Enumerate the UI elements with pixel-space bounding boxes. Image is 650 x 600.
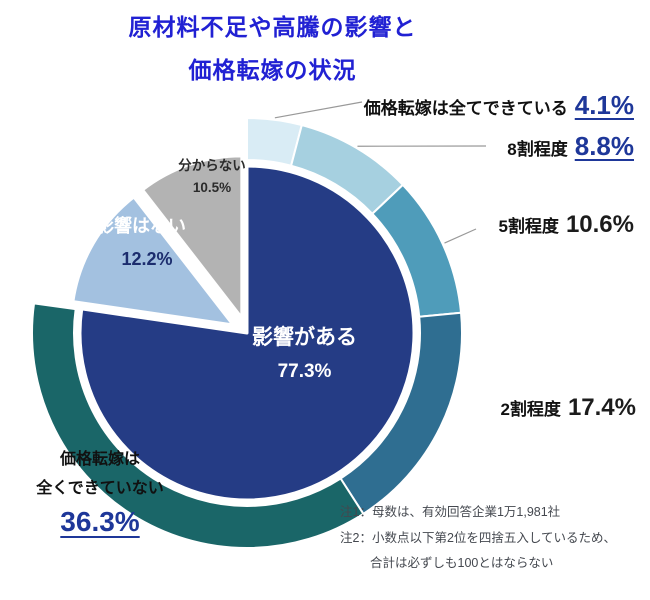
slice-unknown-text: 分からない (178, 158, 246, 173)
footnote-1: 注1：母数は、有効回答企業1万1,981社 (340, 505, 561, 519)
callout-50-pct: 10.6% (565, 211, 634, 238)
callout-no-passthrough: 価格転嫁は 全くできていない 36.3% (10, 446, 190, 538)
slice-impact-no-text: 影響はない (96, 216, 186, 236)
inner-slice-2 (141, 154, 244, 320)
callout-50-label: 5割程度 (498, 217, 559, 236)
footnotes: 注1：母数は、有効回答企業1万1,981社 注2：小数点以下第2位を四捨五入して… (340, 500, 616, 577)
callout-50-percent: 5割程度 10.6% (498, 211, 634, 239)
inner-slice-0 (78, 164, 416, 502)
callout-line-0 (274, 101, 363, 119)
slice-impact-yes-text: 影響がある (252, 326, 357, 349)
footnote-2-line2: 合計は必ずしも100とはならない (370, 556, 554, 571)
callout-20-pct: 17.4% (567, 394, 636, 421)
slice-impact-no-pct: 12.2% (121, 249, 173, 269)
callout-none-line1: 価格転嫁は (59, 451, 140, 468)
chart-title: 原材料不足や高騰の影響と 価格転嫁の状況 (0, 6, 545, 91)
outer-segment-4 (31, 302, 365, 549)
callout-line-2 (444, 228, 477, 244)
slice-label-impact-yes: 影響がある 77.3% (212, 324, 397, 383)
callout-full-pct: 4.1% (574, 90, 634, 120)
callout-none-line2: 全くできていない (36, 479, 164, 497)
callout-none-pct: 36.3% (60, 505, 140, 537)
chart-title-line1: 原材料不足や高騰の影響と (128, 14, 417, 40)
chart-title-line2: 価格転嫁の状況 (188, 56, 357, 83)
callout-20-percent: 2割程度 17.4% (500, 394, 636, 422)
callout-80-label: 8割程度 (507, 140, 568, 159)
slice-label-unknown: 分からない 10.5% (158, 155, 266, 200)
callout-80-pct: 8.8% (574, 131, 634, 161)
callout-80-percent: 8割程度 8.8% (507, 131, 634, 162)
callout-full-passthrough: 価格転嫁は全てできている 4.1% (364, 90, 634, 121)
callout-20-label: 2割程度 (500, 400, 561, 419)
inner-slice-1 (71, 195, 235, 327)
slice-impact-yes-pct: 77.3% (277, 361, 332, 383)
footnote-2-line1: 注2：小数点以下第2位を四捨五入しているため、 (340, 530, 617, 545)
slice-unknown-pct: 10.5% (192, 180, 232, 196)
callout-full-label: 価格転嫁は全てできている (363, 99, 568, 118)
